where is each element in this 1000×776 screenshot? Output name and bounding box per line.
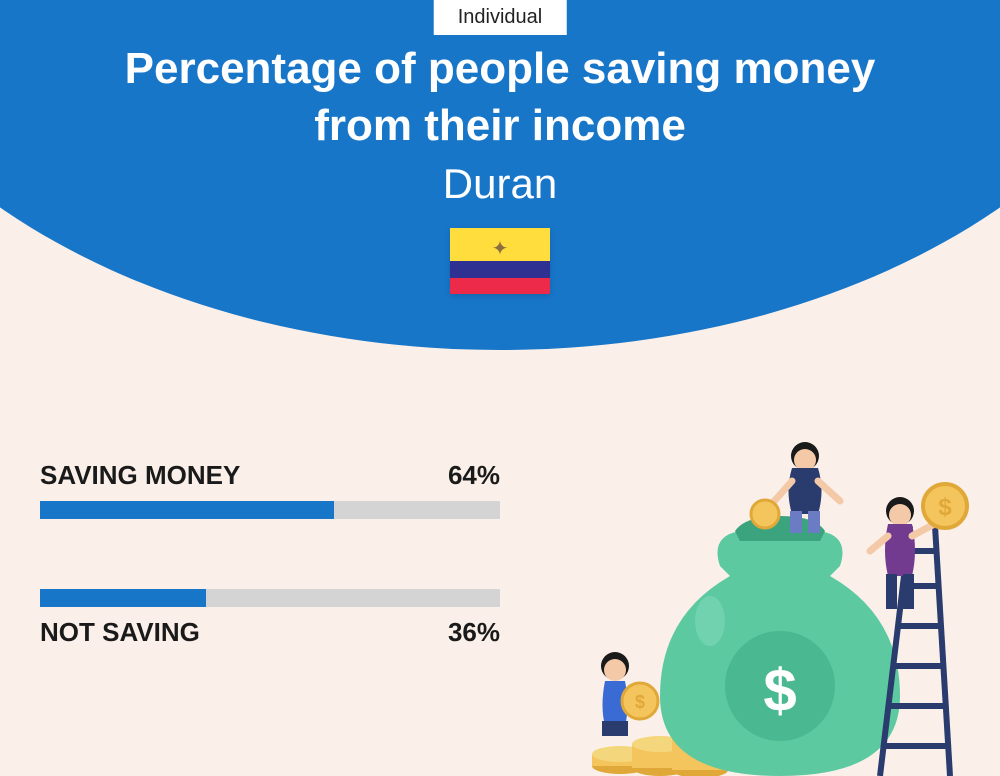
svg-text:$: $ [763,657,796,724]
person-top-icon [751,442,840,533]
bars-container: SAVING MONEY 64% NOT SAVING 36% [40,460,500,718]
bar-fill [40,589,206,607]
title-block: Percentage of people saving money from t… [0,40,1000,208]
bar-group: NOT SAVING 36% [40,589,500,648]
bar-label: NOT SAVING [40,617,200,648]
category-tag: Individual [434,0,567,35]
svg-text:$: $ [938,494,952,521]
location-subtitle: Duran [0,160,1000,208]
main-title: Percentage of people saving money from t… [0,40,1000,154]
bar-track [40,501,500,519]
bar-fill [40,501,334,519]
money-bag-icon: $ [660,516,900,776]
svg-text:$: $ [635,692,645,712]
bar-track [40,589,500,607]
savings-illustration: $ $ $ [570,436,970,776]
person-ladder-icon: $ [870,484,967,609]
bar-value: 36% [448,617,500,648]
bar-value: 64% [448,460,500,491]
bar-label: SAVING MONEY [40,460,240,491]
person-sitting-icon: $ [601,652,658,736]
bar-group: SAVING MONEY 64% [40,460,500,519]
flag-icon: ✦ [450,228,550,294]
